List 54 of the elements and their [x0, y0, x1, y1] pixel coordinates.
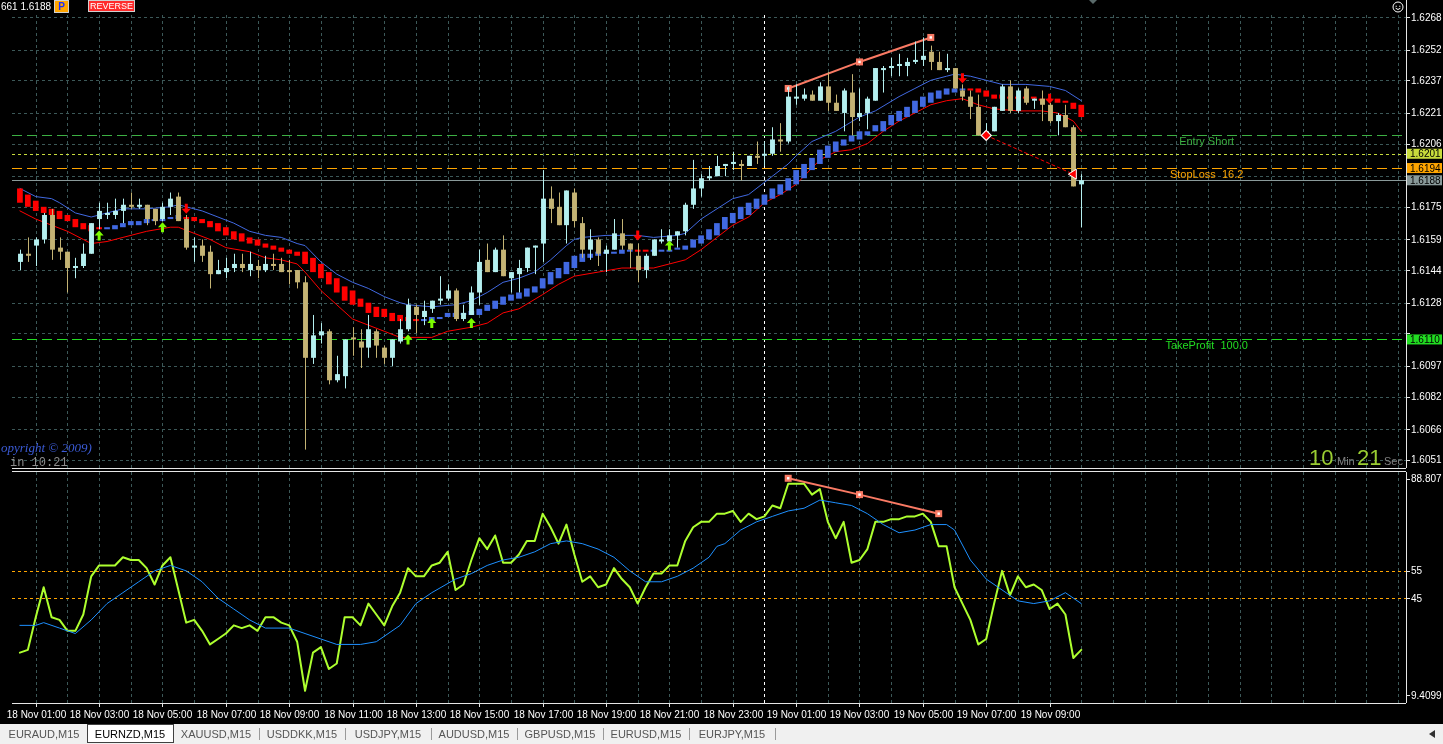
text: GBPUSD,M15 — [524, 728, 596, 740]
x-tick-label: 18 Nov 23:00 — [703, 709, 764, 720]
text: EURJPY,M15 — [698, 728, 766, 740]
annotation: Min — [1337, 455, 1355, 467]
y-tick-label: 1.6128 — [1411, 297, 1443, 309]
text: USDDKK,M15 — [266, 728, 338, 740]
annotation: TakeProfit 100.0 — [1165, 339, 1248, 352]
text: XAUUSD,M15 — [180, 728, 252, 740]
annotation: in 10:21 — [10, 456, 68, 470]
annotation: 10 — [1309, 445, 1334, 470]
y-tick-label: 1.6082 — [1411, 391, 1443, 403]
x-tick-label: 19 Nov 01:00 — [766, 709, 827, 720]
annotation: StopLoss 16.2 — [1169, 168, 1244, 181]
y-tick-label: 1.6237 — [1411, 74, 1443, 86]
text: EURUSD,M15 — [610, 728, 682, 740]
x-tick-label: 18 Nov 15:00 — [449, 709, 510, 720]
y-tick-label: 1.6144 — [1411, 264, 1443, 276]
text: EURNZD,M15 — [94, 728, 166, 740]
x-tick-label: 18 Nov 07:00 — [196, 709, 257, 720]
y-tick-label: 1.6051 — [1411, 454, 1443, 466]
y-tick-label: 1.6206 — [1411, 138, 1443, 150]
annotation: Sec — [1384, 455, 1404, 467]
annotation: opyright © 2009) — [1, 440, 92, 455]
y-tick-label: 1.6221 — [1411, 107, 1443, 119]
x-tick-label: 18 Nov 05:00 — [132, 709, 193, 720]
x-tick-label: 18 Nov 09:00 — [259, 709, 320, 720]
x-tick-label: 19 Nov 09:00 — [1020, 709, 1081, 720]
y-tick-label: 1.6097 — [1411, 360, 1443, 372]
x-tick-label: 18 Nov 11:00 — [324, 709, 384, 720]
y-tick-label: 1.6252 — [1411, 44, 1443, 56]
y-tick-label: 1.6268 — [1411, 11, 1443, 23]
x-tick-label: 19 Nov 07:00 — [956, 709, 1017, 720]
y-tick-label: 1.6175 — [1411, 201, 1443, 213]
y-tick-label: 45 — [1411, 592, 1423, 604]
text: P — [58, 1, 66, 12]
y-tick-label: 9.4099 — [1411, 689, 1443, 701]
x-tick-label: 18 Nov 21:00 — [639, 709, 700, 720]
x-tick-label: 18 Nov 17:00 — [513, 709, 574, 720]
y-tick-label: 1.6159 — [1411, 233, 1443, 245]
y-tick-label: 55 — [1411, 565, 1423, 577]
text: AUDUSD,M15 — [438, 728, 510, 740]
annotation: Entry Short — [1179, 135, 1235, 148]
y-tick-label: 88.807 — [1411, 473, 1443, 485]
y-tick-label: 1.6066 — [1411, 423, 1443, 435]
text: EURAUD,M15 — [8, 728, 80, 740]
annotation: 21 — [1357, 445, 1382, 470]
x-tick-label: 18 Nov 01:00 — [6, 709, 67, 720]
x-tick-label: 18 Nov 03:00 — [69, 709, 130, 720]
x-tick-label: 19 Nov 05:00 — [893, 709, 954, 720]
text: 661 1.6188 — [1, 1, 52, 12]
x-tick-label: 18 Nov 13:00 — [386, 709, 447, 720]
x-tick-label: 19 Nov 03:00 — [829, 709, 890, 720]
text: USDJPY,M15 — [354, 728, 422, 740]
x-tick-label: 18 Nov 19:00 — [576, 709, 637, 720]
